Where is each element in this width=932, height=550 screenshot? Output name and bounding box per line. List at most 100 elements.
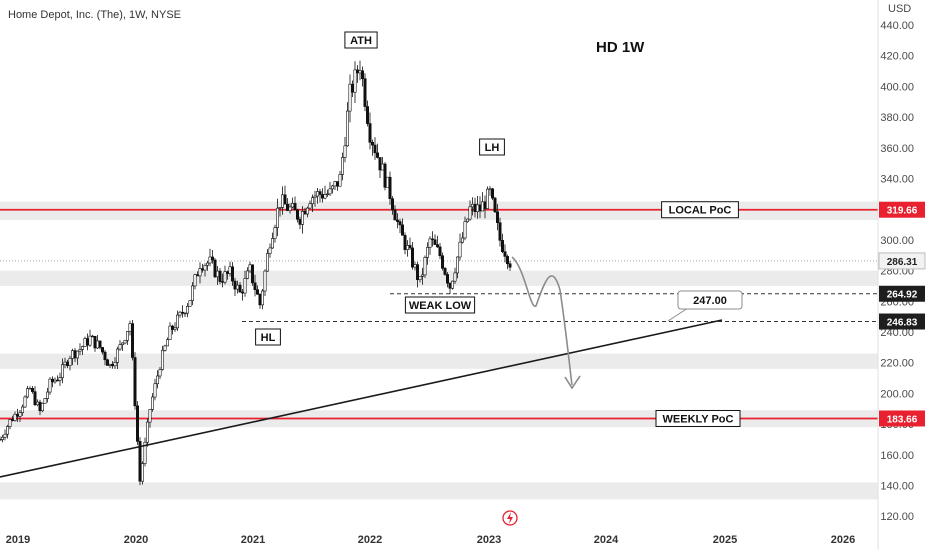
candle-body [358,70,362,74]
candle-body [186,306,190,314]
candle-body [166,339,170,347]
candle-body [298,218,302,225]
candle-body [211,256,215,261]
price-badge-label: 246.83 [887,318,918,329]
candle-body [183,312,187,315]
candle-body [193,274,197,287]
candle-body [223,271,227,283]
candle-body [201,268,205,271]
candle-body [440,255,444,269]
candle-body [63,361,67,365]
y-tick-label: 360.00 [880,143,914,155]
candle-body [378,157,382,171]
candle-body [81,346,85,350]
annotation-label: ATH [350,35,372,47]
candle-body [403,234,407,250]
candle-body [338,174,342,187]
annotation-label: HL [261,332,276,344]
candle-body [148,409,152,423]
candle-body [323,194,327,199]
candle-body [243,278,247,294]
candle-body [370,142,374,146]
level-label: WEEKLY PoC [663,413,734,425]
candle-body [8,419,12,427]
candle-body [123,340,127,344]
x-tick-label: 2026 [831,534,855,546]
candle-body [388,176,392,199]
price-badge [879,410,925,427]
bolt-icon[interactable] [502,510,518,526]
price-zone [0,353,878,369]
candle-body [278,207,282,209]
candle-body [226,271,230,274]
price-axis: 120.00140.00160.00180.00200.00220.00240.… [877,0,926,550]
candle-body [320,194,324,199]
candle-body [478,204,482,212]
candle-body [385,176,389,188]
candle-body [353,69,357,93]
candle-body [450,280,454,289]
candle-body [423,257,427,276]
candle-body [355,69,359,74]
candle-body [6,426,10,435]
candle-body [318,191,322,195]
candle-body [126,331,130,341]
candle-body [91,335,95,338]
candle-body [328,188,332,195]
price-badge [879,201,925,218]
level-label: LOCAL PoC [669,205,732,217]
candle-body [101,347,105,353]
y-tick-label: 340.00 [880,174,914,186]
candle-body [273,227,277,239]
candle-body [3,433,7,438]
candle-body [106,359,110,366]
target-label: 247.00 [693,295,727,307]
candle-body [78,349,82,352]
candle-body [498,222,502,241]
target-box[interactable] [677,290,743,310]
candle-body [270,238,274,249]
candle-body [263,270,267,292]
candle-body [28,387,32,390]
candle-body [330,185,334,190]
candle-body [375,152,379,158]
candle-body [178,311,182,316]
candle-body [168,325,172,341]
candle-body [171,325,175,330]
candle-body [35,401,39,406]
candle-body [0,436,5,440]
projection-path[interactable] [511,256,573,386]
y-tick-label: 240.00 [880,327,914,339]
candle-body [295,209,299,220]
candle-body [20,406,24,413]
candle-body [71,350,75,359]
candles-layer [0,60,512,486]
candle-body [425,247,429,258]
y-tick-label: 400.00 [880,81,914,93]
candle-body [495,211,499,223]
candle-body [283,194,287,205]
candle-body [128,323,132,332]
candle-body [460,237,464,243]
candle-body [473,203,477,212]
y-tick-label: 300.00 [880,235,914,247]
x-tick-label: 2019 [6,534,30,546]
candle-body [60,364,64,378]
price-badge [879,313,925,330]
candle-body [260,290,264,306]
candle-body [50,378,54,383]
last-price-badge [878,252,926,270]
candle-body [13,413,17,421]
candle-body [55,379,59,382]
candle-body [343,145,347,158]
candle-body [158,369,162,377]
annotation-box [255,328,281,346]
candle-body [33,391,37,406]
candle-body [420,274,424,277]
candle-body [213,259,217,278]
trendline[interactable] [0,319,723,478]
candle-body [161,349,165,370]
candle-body [475,204,479,212]
x-tick-label: 2020 [124,534,148,546]
